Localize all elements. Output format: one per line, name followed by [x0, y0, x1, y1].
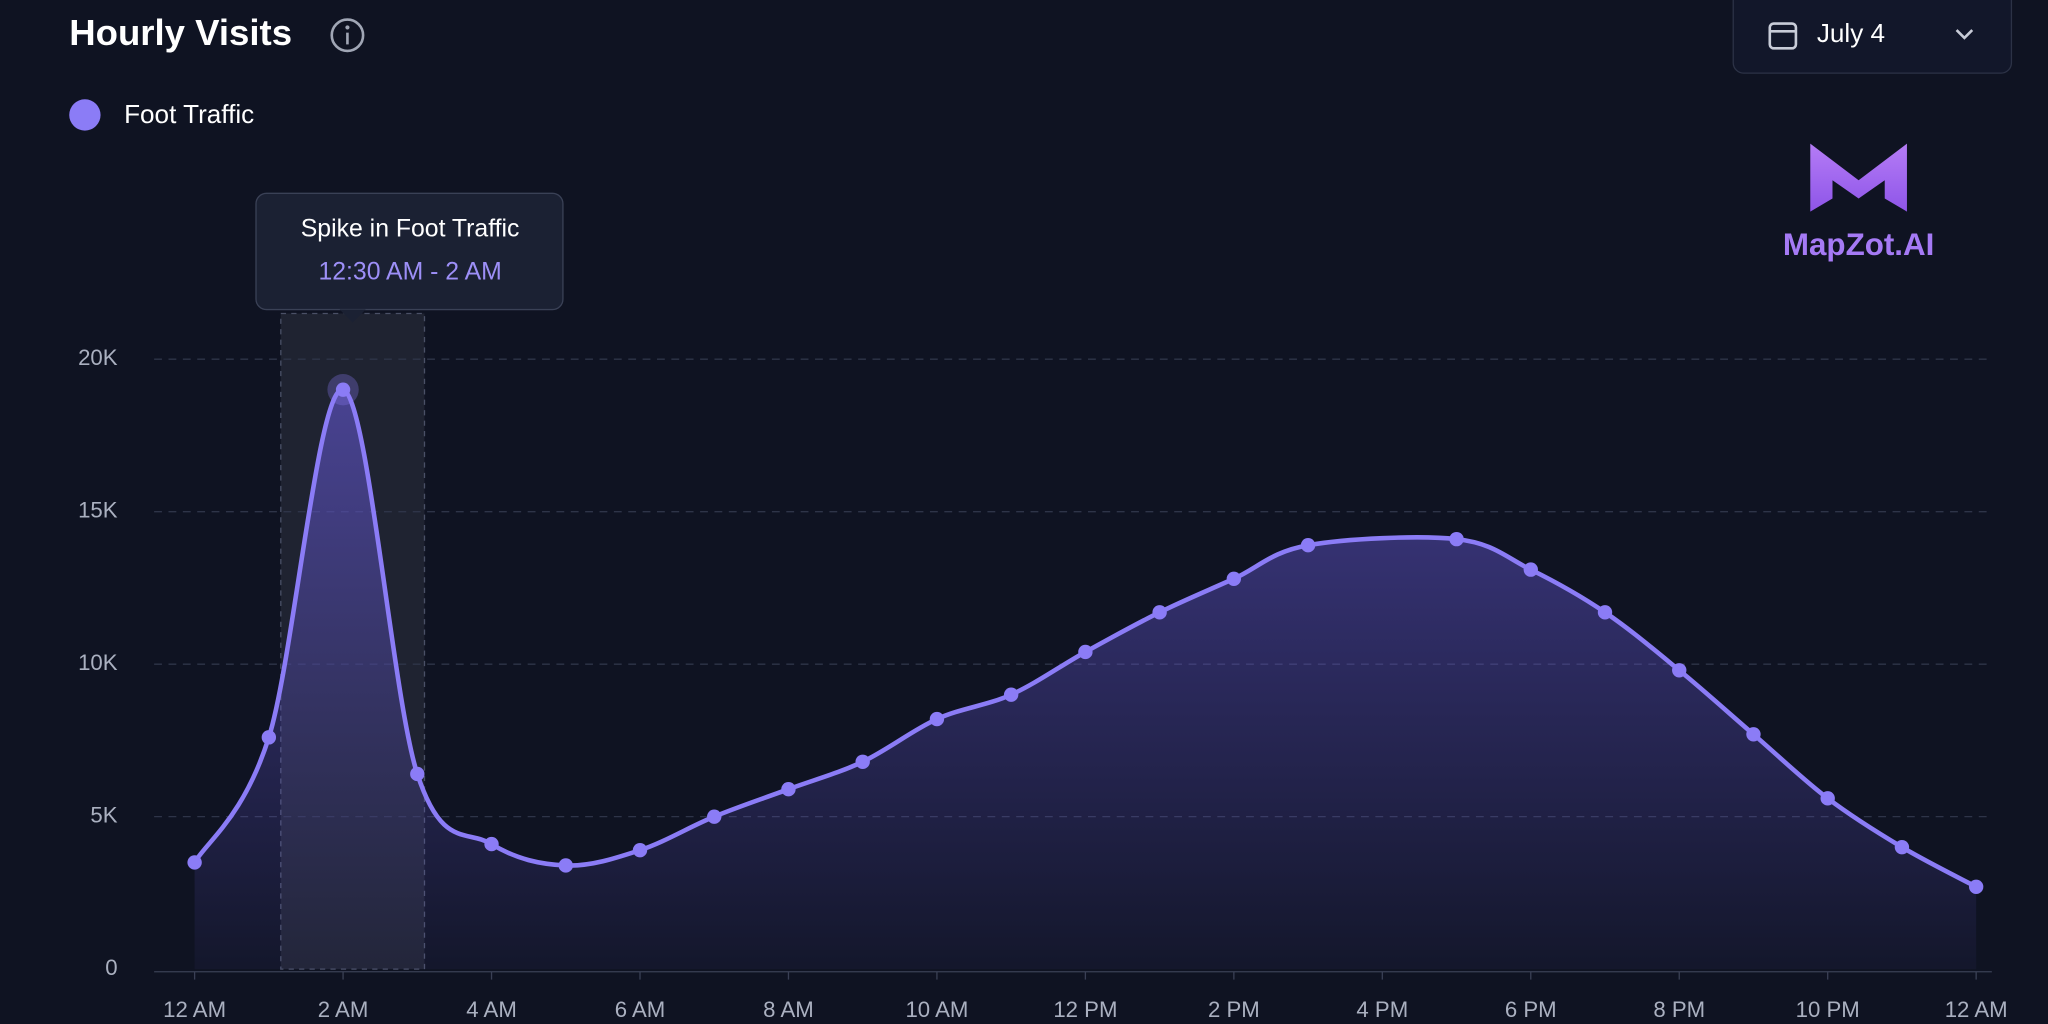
point	[1597, 605, 1613, 620]
logo-mark	[1810, 143, 1907, 212]
point	[484, 836, 499, 852]
x-tick-label: 12 AM	[1945, 997, 2008, 1022]
chart-title: Hourly Visits	[69, 12, 292, 53]
date-label: July 4	[1817, 18, 1885, 48]
point	[929, 711, 945, 727]
annotation-title: Spike in Foot Traffic	[301, 215, 520, 242]
point	[1449, 531, 1464, 547]
x-tick-label: 6 AM	[615, 997, 666, 1022]
annotation-box	[255, 192, 564, 311]
y-tick-label: 20K	[78, 345, 118, 370]
x-tick-label: 8 PM	[1653, 997, 1705, 1022]
y-tick-label: 10K	[78, 650, 118, 675]
x-tick-label: 4 AM	[466, 997, 517, 1022]
info-circle	[330, 18, 365, 53]
x-tick-label: 2 AM	[318, 997, 369, 1022]
info-dot	[345, 25, 350, 30]
point	[1152, 605, 1167, 620]
x-tick-label: 2 PM	[1208, 997, 1260, 1022]
y-tick-label: 15K	[78, 498, 118, 523]
x-tick-label: 12 PM	[1053, 997, 1117, 1022]
point	[781, 782, 796, 797]
point	[1894, 839, 1910, 855]
annotation: Spike in Foot Traffic 12:30 AM - 2 AM	[255, 192, 564, 323]
point	[1523, 562, 1538, 577]
x-tick-label: 10 PM	[1796, 997, 1860, 1022]
dropdown-box	[1732, 0, 2013, 74]
point	[187, 855, 202, 870]
plot-area: 0 5K 10K 15K 20K 12 AM 2 AM 4 AM 6 AM 8 AM 10 AM 12…	[78, 312, 2008, 1022]
point	[335, 382, 351, 397]
point	[261, 730, 277, 745]
point	[1003, 687, 1019, 702]
brand-logo: MapZot.AI	[1783, 143, 1934, 262]
point	[1226, 571, 1242, 586]
point	[855, 754, 870, 769]
date-dropdown[interactable]: July 4	[1732, 0, 2013, 74]
info-icon[interactable]	[330, 18, 365, 53]
x-tick-label: 10 AM	[905, 997, 968, 1022]
point	[1746, 727, 1761, 742]
chevron	[1955, 29, 1974, 40]
point	[1300, 538, 1316, 553]
x-tick-label: 8 AM	[763, 997, 814, 1022]
point	[1078, 644, 1093, 660]
y-tick-label: 0	[105, 955, 117, 980]
annotation-pointer	[339, 309, 366, 323]
annotation-range: 12:30 AM - 2 AM	[318, 259, 501, 286]
point	[1968, 879, 1984, 894]
area	[194, 389, 1977, 970]
x-tick-label: 4 PM	[1356, 997, 1408, 1022]
point	[558, 858, 573, 873]
logo-text: MapZot.AI	[1783, 227, 1934, 262]
legend-marker	[69, 99, 101, 131]
legend-label: Foot Traffic	[124, 99, 254, 129]
point	[1672, 663, 1687, 678]
x-tick-label: 6 PM	[1505, 997, 1557, 1022]
x-tick-label: 12 AM	[163, 997, 226, 1022]
line	[192, 387, 1978, 889]
calendar-icon	[1768, 22, 1798, 50]
point	[1820, 791, 1835, 806]
point	[632, 843, 648, 858]
y-tick-label: 5K	[90, 803, 117, 828]
point	[410, 766, 425, 782]
point	[707, 809, 722, 824]
